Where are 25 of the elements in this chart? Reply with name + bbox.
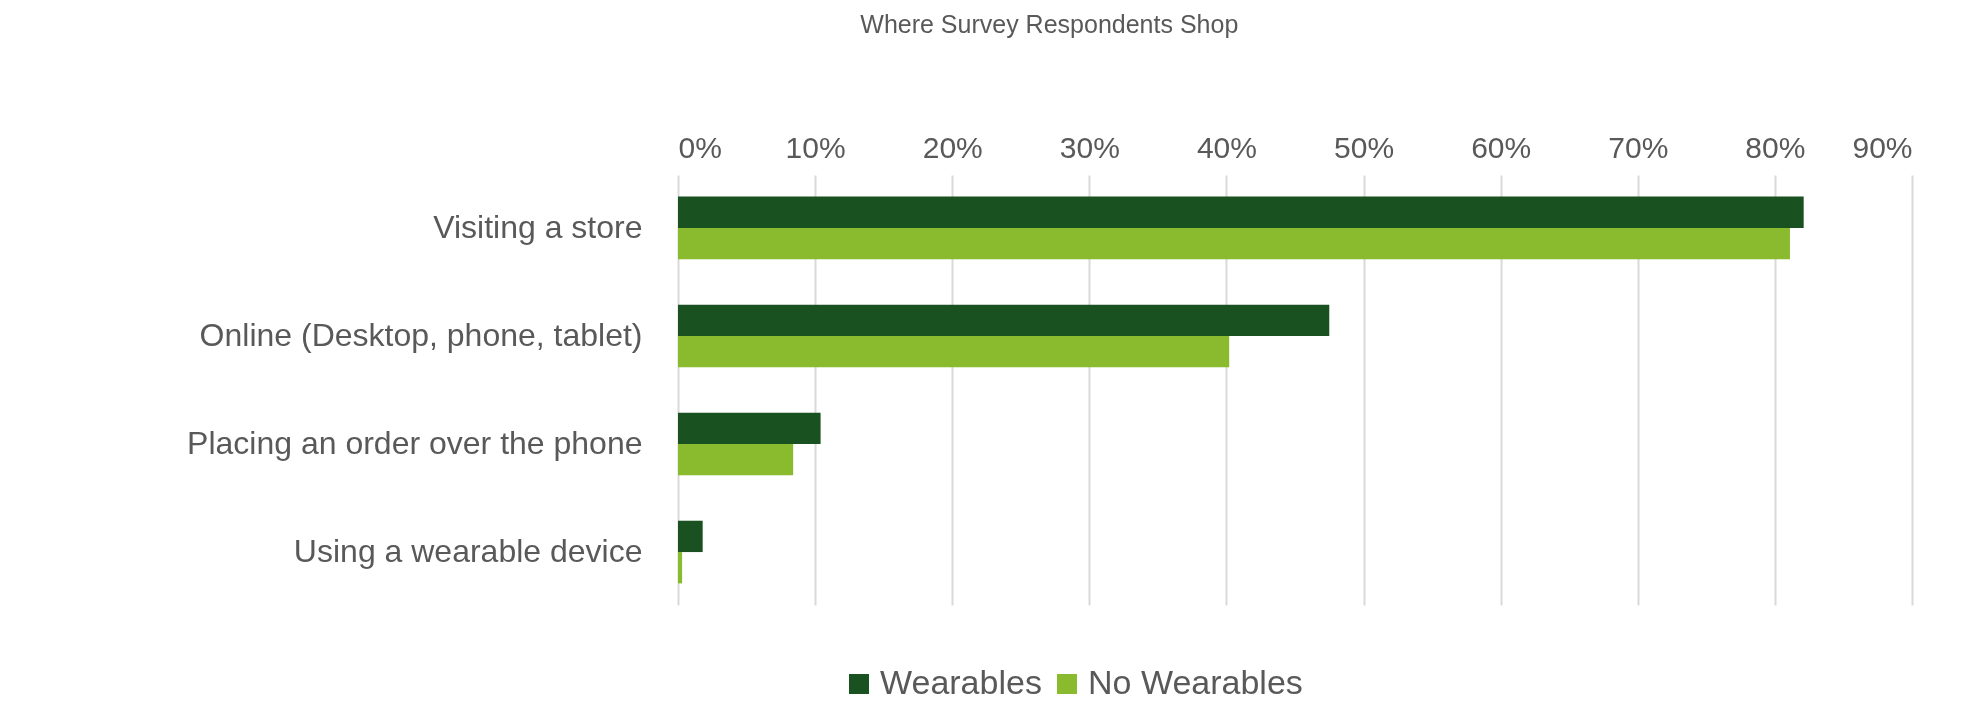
x-tick-label: 70% — [1608, 130, 1669, 164]
bar — [678, 552, 683, 584]
x-tick-label: 90% — [1852, 130, 1913, 164]
x-tick-label: 60% — [1471, 130, 1532, 164]
x-tick-label: 10% — [785, 130, 846, 164]
bar — [678, 335, 1230, 368]
x-tick-label: 40% — [1196, 130, 1257, 164]
bar — [678, 196, 1804, 228]
y-tick-label: Using a wearable device — [293, 533, 643, 570]
x-tick-label: 80% — [1745, 130, 1806, 164]
bar — [678, 227, 1790, 260]
x-tick-label: 0% — [678, 130, 722, 164]
y-tick-label: Online (Desktop, phone, tablet) — [199, 316, 643, 353]
legend-label: Wearables — [880, 663, 1042, 701]
bar — [678, 444, 794, 476]
x-tick-label: 50% — [1334, 130, 1395, 164]
x-tick-label: 30% — [1059, 130, 1120, 164]
x-tick-label: 20% — [922, 130, 983, 164]
bar — [678, 520, 703, 553]
legend-label: No Wearables — [1088, 663, 1303, 701]
y-tick-label: Placing an order over the phone — [187, 425, 643, 462]
chart-title: Where Survey Respondents Shop — [860, 10, 1239, 38]
bar — [678, 304, 1330, 336]
bar — [678, 412, 821, 445]
y-tick-label: Visiting a store — [433, 208, 643, 245]
